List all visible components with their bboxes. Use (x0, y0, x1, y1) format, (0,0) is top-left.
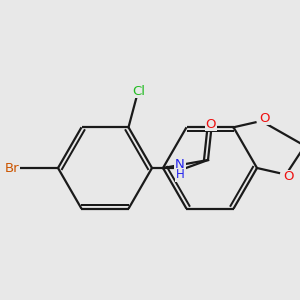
Text: Br: Br (5, 161, 19, 175)
Text: O: O (283, 170, 293, 184)
Text: Cl: Cl (132, 85, 145, 98)
Text: N: N (175, 158, 185, 172)
Text: H: H (176, 169, 184, 182)
Text: O: O (259, 112, 270, 125)
Text: O: O (206, 118, 216, 130)
